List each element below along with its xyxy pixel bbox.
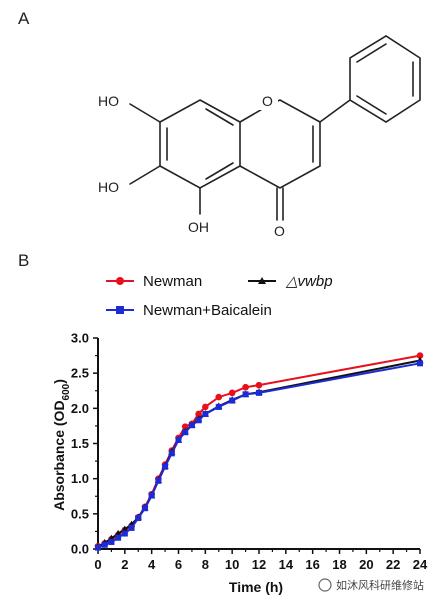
y-axis-label-main: Absorbance (OD: [51, 400, 67, 510]
data-point: [182, 429, 189, 436]
data-point: [242, 383, 249, 391]
y-axis-label-close: ): [51, 379, 67, 384]
ring-a-bonds: [159, 99, 241, 189]
series-circle: [94, 352, 424, 550]
legend-marker-newman: [116, 277, 124, 285]
data-point: [202, 410, 209, 417]
data-point: [417, 360, 423, 367]
phenyl-double-1: [356, 43, 387, 63]
ring-c-bonds: [239, 99, 321, 189]
y-tick-label: 2.5: [71, 366, 89, 381]
data-point: [101, 541, 108, 548]
hydroxyl-5-label: OH: [188, 219, 209, 235]
legend-marker-vwbp: [258, 277, 266, 284]
x-tick-label: 18: [332, 557, 346, 572]
legend-item-baicalein: Newman+Baicalein: [106, 302, 272, 319]
oh6-bond: [129, 165, 161, 185]
x-tick-label: 24: [413, 557, 428, 572]
watermark: 如沐风科研维修站: [318, 578, 424, 592]
x-tick-label: 4: [148, 557, 156, 572]
ring-oxygen-label: O: [262, 93, 273, 109]
data-point: [215, 393, 223, 401]
chemical-structure: [129, 35, 421, 221]
data-point: [108, 538, 115, 545]
data-point: [115, 534, 122, 541]
watermark-text: 如沐风科研维修站: [336, 578, 424, 592]
ring-a-double-2: [205, 162, 234, 180]
x-axis-label: Time (h): [229, 579, 283, 595]
legend-label-newman: Newman: [143, 273, 202, 290]
y-axis-label-sub: 600: [61, 383, 72, 400]
ring-a-double-1: [205, 108, 234, 126]
data-point: [202, 403, 209, 411]
legend-marker-baicalein: [116, 306, 124, 314]
growth-curve-plot: 0 2 4 6 8 10 12 14 16 18 20 22 240.00.51.01.52.02.53…: [71, 331, 428, 573]
y-tick-label: 1.0: [71, 471, 89, 486]
series-layer: [94, 352, 424, 551]
y-tick-label: 1.5: [71, 436, 89, 451]
data-point: [141, 505, 148, 512]
x-tick-label: 22: [386, 557, 400, 572]
data-point: [181, 423, 189, 430]
data-point: [229, 397, 236, 404]
x-tick-label: 16: [305, 557, 319, 572]
hydroxyl-7-label: HO: [98, 93, 119, 109]
x-tick-label: 14: [279, 557, 294, 572]
panel-label-b: B: [18, 251, 29, 270]
data-point: [416, 352, 424, 359]
data-point: [95, 544, 101, 551]
phenyl-ring: [349, 35, 421, 123]
watermark-icon: [318, 578, 332, 592]
data-point: [195, 410, 202, 418]
x-tick-label: 2: [121, 557, 128, 572]
data-point: [114, 529, 122, 537]
data-point: [121, 525, 129, 533]
data-point: [121, 530, 128, 537]
data-point: [228, 389, 236, 397]
x-tick-label: 0: [94, 557, 101, 572]
y-tick-label: 0.5: [71, 506, 89, 521]
data-point: [128, 524, 135, 531]
oh7-bond: [129, 103, 161, 123]
legend-label-vwbp: △vwbp: [285, 273, 333, 290]
data-point: [215, 403, 222, 410]
y-tick-label: 2.0: [71, 401, 89, 416]
x-tick-label: 12: [252, 557, 266, 572]
axes: 0 2 4 6 8 10 12 14 16 18 20 22 240.00.51.01.52.02.53…: [71, 331, 428, 573]
series-square: [95, 360, 423, 551]
x-tick-label: 20: [359, 557, 373, 572]
x-tick-label: 8: [202, 557, 209, 572]
data-point: [255, 381, 263, 389]
legend: Newman △vwbp Newman+Baicalein: [106, 273, 333, 319]
data-point: [162, 463, 169, 470]
phenyl-double-3: [356, 95, 387, 115]
y-tick-label: 0.0: [71, 542, 89, 557]
series-line: [97, 362, 421, 549]
data-point: [135, 515, 142, 522]
legend-item-vwbp: △vwbp: [248, 273, 333, 290]
data-point: [188, 422, 195, 429]
panel-label-a: A: [18, 9, 30, 28]
data-point: [155, 477, 162, 484]
data-point: [148, 492, 155, 499]
legend-label-baicalein: Newman+Baicalein: [143, 302, 272, 319]
x-tick-label: 10: [225, 557, 239, 572]
data-point: [242, 391, 249, 398]
legend-item-newman: Newman: [106, 273, 202, 290]
data-point: [168, 450, 175, 457]
data-point: [195, 417, 202, 424]
carbonyl-oxygen-label: O: [274, 223, 285, 239]
ring-oxygen-mask: [258, 92, 278, 110]
x-tick-label: 6: [175, 557, 182, 572]
y-tick-label: 3.0: [71, 331, 89, 346]
y-axis-label: Absorbance (OD600): [51, 379, 72, 511]
hydroxyl-6-label: HO: [98, 179, 119, 195]
data-point: [256, 389, 262, 396]
data-point: [175, 436, 182, 443]
phenyl-link: [319, 99, 351, 123]
